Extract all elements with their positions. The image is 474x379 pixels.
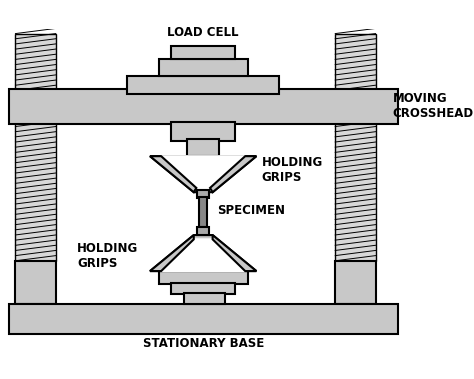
Polygon shape: [150, 235, 256, 271]
Bar: [187, 139, 219, 156]
Bar: [335, 34, 375, 261]
Bar: [172, 283, 235, 294]
Bar: [172, 47, 235, 59]
Bar: [159, 59, 248, 77]
Bar: [159, 271, 248, 284]
Bar: [184, 293, 226, 304]
Bar: [127, 77, 280, 94]
Bar: [172, 122, 235, 141]
Polygon shape: [213, 235, 256, 271]
Bar: [197, 227, 209, 235]
Bar: [197, 191, 209, 198]
Bar: [16, 34, 56, 261]
Bar: [9, 89, 398, 124]
Polygon shape: [150, 235, 194, 271]
Bar: [199, 197, 208, 227]
Text: HOLDING
GRIPS: HOLDING GRIPS: [262, 156, 323, 184]
Text: LOAD CELL: LOAD CELL: [167, 26, 239, 39]
Bar: [335, 261, 375, 304]
Polygon shape: [150, 156, 256, 192]
Polygon shape: [161, 240, 245, 271]
Polygon shape: [210, 156, 256, 192]
Bar: [9, 304, 398, 334]
Text: HOLDING
GRIPS: HOLDING GRIPS: [77, 242, 138, 269]
Text: STATIONARY BASE: STATIONARY BASE: [143, 337, 264, 351]
Polygon shape: [150, 156, 196, 192]
Text: SPECIMEN: SPECIMEN: [217, 204, 285, 217]
Polygon shape: [161, 156, 245, 188]
Text: MOVING
CROSSHEAD: MOVING CROSSHEAD: [392, 92, 474, 121]
Bar: [16, 261, 56, 304]
